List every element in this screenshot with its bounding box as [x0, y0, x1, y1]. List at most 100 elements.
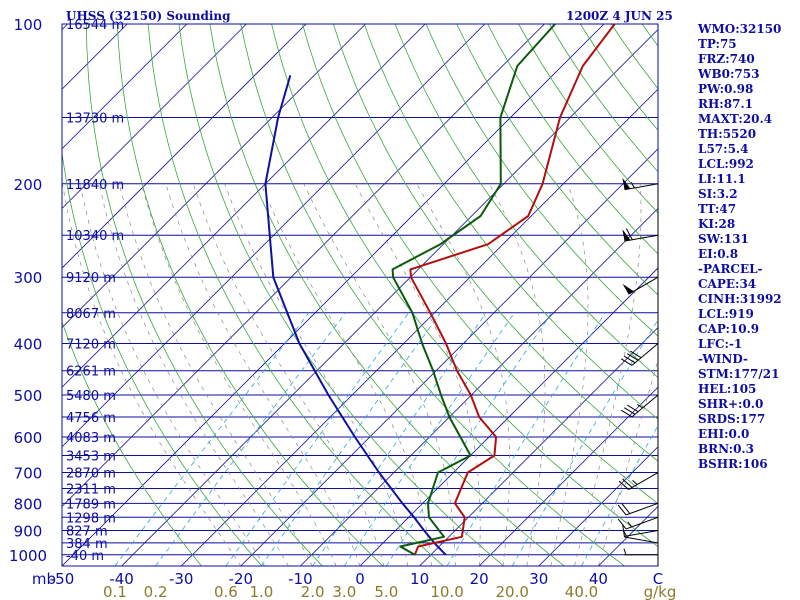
wind-barb — [631, 394, 659, 418]
isotherm-line — [0, 24, 8, 566]
isotherm-line — [62, 24, 307, 269]
mixing-ratio-line — [446, 312, 606, 566]
index-line: TP:75 — [698, 37, 737, 51]
wind-barb-flag — [627, 353, 639, 361]
index-line: RH:87.1 — [698, 97, 753, 111]
dry-adiabat — [147, 24, 444, 566]
index-line: BRN:0.3 — [698, 442, 754, 456]
pressure-label: 800 — [14, 495, 43, 513]
isotherm-line — [240, 148, 658, 566]
dry-adiabat — [487, 24, 658, 255]
moist-adiabat — [224, 183, 409, 566]
axis-labels: 0.1 0.2 0.6 1.0 2.0 3.0 5.0 10.0 20.0 40.0 g/kg100… — [9, 16, 676, 600]
dry-adiabat — [271, 24, 658, 548]
pressure-label: 400 — [14, 336, 43, 354]
pressure-label: 1000 — [9, 547, 47, 565]
isotherm-line — [419, 327, 658, 566]
isotherm-line — [180, 88, 658, 566]
height-label: 4083 m — [66, 431, 116, 446]
isotherm-line — [62, 24, 545, 507]
mixing-ratio-line — [225, 312, 410, 566]
index-line: TT:47 — [698, 202, 737, 216]
wind-barb — [628, 276, 659, 295]
wind-barb-half-flag — [623, 548, 627, 555]
isotherm-line — [62, 24, 366, 329]
index-line: CAP:10.9 — [698, 322, 760, 336]
mixing-ratio-label: 3.0 — [332, 583, 356, 600]
wind-barb-flag — [623, 407, 636, 415]
wind-barb-pennant — [622, 177, 631, 190]
height-label: 9120 m — [66, 271, 116, 286]
index-line: WMO:32150 — [698, 22, 782, 36]
dry-adiabat — [302, 24, 658, 505]
wind-barb-flag — [621, 503, 631, 514]
index-line: SW:131 — [698, 232, 749, 246]
temperature-tick-label: -30 — [169, 570, 194, 588]
mixing-ratio-label: 1.0 — [249, 583, 273, 600]
moist-adiabat — [550, 183, 589, 566]
dry-adiabat — [209, 24, 565, 566]
isotherm-line — [62, 24, 188, 150]
height-label: 1789 m — [66, 497, 116, 512]
dry-adiabat — [86, 24, 323, 566]
moist-adiabat — [141, 183, 337, 566]
isotherm-line — [478, 386, 658, 566]
index-line: CAPE:34 — [698, 277, 757, 291]
wind-barb — [631, 343, 659, 366]
wind-barb-pennant — [622, 283, 634, 295]
pressure-label: 500 — [14, 387, 43, 405]
index-line: MAXT:20.4 — [698, 112, 773, 126]
dry-adiabat — [456, 24, 658, 296]
index-line: BSHR:106 — [698, 457, 768, 471]
dewpoint-trace — [391, 24, 556, 556]
isotherm-line — [62, 24, 247, 209]
pressure-label: 200 — [14, 176, 43, 194]
temperature-tick-label: 20 — [470, 570, 489, 588]
isotherm-line — [62, 24, 68, 31]
wind-barb-flag — [620, 358, 633, 366]
mixing-ratio-line — [343, 312, 515, 566]
temperature-tick-label: -10 — [288, 570, 313, 588]
dry-adiabat — [62, 320, 202, 566]
mixing-ratio-label: 10.0 — [430, 583, 463, 600]
pressure-label: 600 — [14, 429, 43, 447]
index-line: HEL:105 — [698, 382, 757, 396]
height-label: 8067 m — [66, 307, 116, 322]
index-line: LFC:-1 — [698, 337, 743, 351]
moist-adiabat — [598, 358, 658, 566]
index-line: STM:177/21 — [698, 367, 780, 381]
dry-adiabat — [363, 24, 658, 420]
height-label: 13730 m — [66, 111, 124, 126]
mixing-ratio-line — [581, 424, 658, 566]
dry-adiabat — [394, 24, 658, 379]
moist-adiabat — [119, 183, 313, 566]
wind-barb — [624, 234, 659, 242]
wind-barb-flag — [623, 355, 636, 364]
wind-barb — [625, 516, 659, 530]
wind-barb — [624, 529, 659, 537]
wind-barb — [624, 536, 659, 544]
isotherm-line — [62, 24, 426, 388]
mixing-ratio-label: 0.2 — [144, 583, 168, 600]
mixing-ratio-label: 40.0 — [565, 583, 598, 600]
temperature-trace — [409, 24, 616, 556]
index-line: LCL:919 — [698, 307, 754, 321]
temperature-tick-label: C — [653, 570, 663, 588]
temperature-tick-label: 0 — [355, 570, 365, 588]
wind-barb — [625, 502, 659, 516]
height-label: 7120 m — [66, 338, 116, 353]
mixing-ratio-line — [511, 319, 658, 566]
height-label: 2870 m — [66, 467, 116, 482]
wind-barb-flag — [618, 480, 629, 490]
height-label: 6261 m — [66, 365, 116, 380]
moist-adiabat — [165, 183, 361, 566]
pressure-label: 900 — [14, 522, 43, 540]
height-label: 4756 m — [66, 411, 116, 426]
index-line: SRDS:177 — [698, 412, 766, 426]
index-line: WB0:753 — [698, 67, 760, 81]
index-line: KI:28 — [698, 217, 736, 231]
stability-indices-panel: WMO:32150 TP:75 FRZ:740 WB0:753 PW:0.98 RH:87… — [698, 22, 798, 472]
height-label: 3453 m — [66, 449, 116, 464]
pressure-label: 700 — [14, 465, 43, 483]
